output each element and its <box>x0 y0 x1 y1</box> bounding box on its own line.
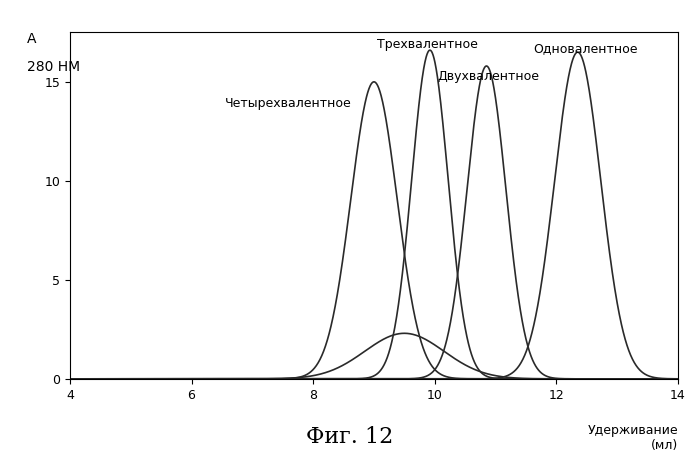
Text: Трехвалентное: Трехвалентное <box>377 38 478 51</box>
Text: Одновалентное: Одновалентное <box>533 42 637 55</box>
Text: Четырехвалентное: Четырехвалентное <box>225 97 352 109</box>
Text: 280 НМ: 280 НМ <box>27 60 80 74</box>
Text: Фиг. 12: Фиг. 12 <box>306 426 393 448</box>
Text: Удерживание
(мл): Удерживание (мл) <box>587 424 678 452</box>
Text: A: A <box>27 32 37 46</box>
Text: Двухвалентное: Двухвалентное <box>438 70 540 83</box>
